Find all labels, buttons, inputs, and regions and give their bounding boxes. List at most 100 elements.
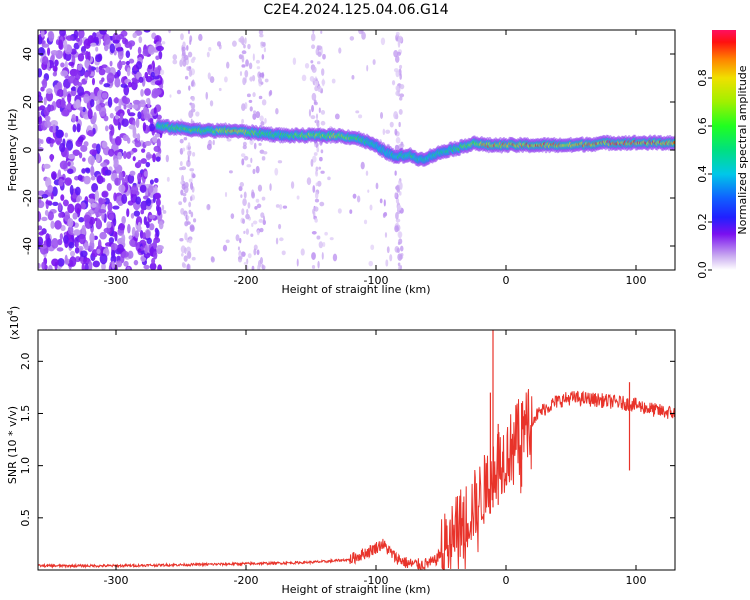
spectrogram-faint-cell (243, 191, 247, 199)
spectrogram-noise-cell (38, 231, 45, 236)
spectrogram-faint-cell (329, 237, 334, 241)
spectrogram-faint-cell (397, 35, 403, 43)
spectrogram-noise-cell (76, 64, 83, 71)
spectrogram-faint-cell (252, 53, 255, 61)
spectrogram-noise-cell (115, 47, 124, 52)
spectrogram-noise-cell (69, 184, 74, 196)
spectrogram-noise-cell (150, 71, 155, 78)
spectrogram-faint-cell (395, 197, 400, 204)
spectrogram-faint-cell (314, 218, 318, 223)
spectrogram-faint-cell (184, 247, 187, 254)
spectrogram-faint-cell (191, 79, 195, 87)
spectrogram-faint-cell (238, 185, 243, 192)
spectrogram-noise-cell (99, 231, 107, 240)
spectrogram-faint-cell (256, 249, 260, 256)
spectrogram-faint-cell (181, 57, 185, 61)
spectrogram-faint-cell (395, 137, 401, 144)
spectrogram-faint-cell (398, 180, 401, 185)
spectrogram-noise-cell (107, 148, 115, 157)
spectrogram-faint-cell (253, 142, 257, 150)
spectrogram-faint-cell (315, 113, 319, 120)
spectrogram-noise-cell (83, 242, 89, 251)
spectrogram-faint-cell (358, 114, 363, 119)
spectrogram-noise-cell (72, 124, 77, 133)
spectrogram-faint-cell (235, 234, 240, 242)
spectrogram-noise-cell (117, 49, 124, 60)
spectrogram-faint-cell (262, 41, 266, 48)
spectrogram-noise-cell (64, 132, 69, 138)
spectrogram-faint-cell (230, 213, 235, 219)
spectrogram-noise-cell (54, 59, 59, 67)
spectrogram-faint-cell (275, 204, 280, 208)
spectrogram-faint-cell (210, 256, 215, 263)
snr-scale-prefix: (x10 (8, 315, 21, 340)
spectrogram-noise-cell (62, 235, 69, 244)
spectrogram-faint-cell (186, 263, 190, 270)
spectrogram-noise-cell (76, 197, 81, 203)
spectrogram-noise-cell (145, 229, 151, 239)
spectrogram-noise-cell (88, 260, 93, 270)
spectrogram-noise-cell (154, 192, 162, 200)
spectrogram-noise-cell (140, 200, 148, 211)
spectrogram-faint-cell (247, 43, 251, 50)
spectrogram-noise-cell (96, 143, 101, 155)
spectrogram-noise-cell (50, 171, 57, 180)
spectrogram-noise-cell (128, 58, 135, 64)
spectrogram-faint-cell (228, 170, 233, 174)
spectrogram-faint-cell (313, 152, 318, 156)
spectrogram-faint-cell (259, 115, 264, 122)
spectrogram-faint-cell (310, 33, 316, 42)
spectrogram-faint-cell (398, 191, 402, 196)
spectrogram-faint-cell (320, 30, 323, 34)
spectrogram-faint-cell (308, 108, 312, 117)
spectrogram-faint-cell (279, 204, 283, 210)
spectrogram-noise-cell (138, 36, 143, 44)
spectrogram-noise-cell (126, 103, 134, 109)
spectrogram-faint-cell (261, 264, 264, 269)
spectrogram-noise-cell (72, 149, 80, 156)
spectrogram-noise-cell (101, 191, 108, 198)
spectrogram-faint-cell (237, 246, 240, 251)
spectrogram-faint-cell (399, 265, 403, 270)
spectrogram-faint-cell (261, 196, 266, 201)
spectrogram-noise-cell (117, 200, 123, 207)
snr-y-tick-label: 2.0 (19, 353, 32, 371)
spectrogram-faint-cell (282, 205, 288, 209)
spectrogram-faint-cell (252, 168, 256, 175)
spectrogram-noise-cell (153, 185, 158, 194)
spectrogram-noise-cell (110, 243, 118, 251)
spectrogram-noise-cell (41, 43, 50, 48)
spectrogram-faint-cell (395, 70, 400, 78)
spectrogram-faint-cell (251, 222, 254, 228)
spectrogram-noise-cell (83, 93, 90, 104)
spectrogram-noise-cell (60, 194, 65, 201)
spectrogram-noise-cell (104, 169, 112, 176)
spectrogram-faint-cell (205, 91, 209, 100)
spectrogram-noise-cell (56, 247, 64, 252)
spectrogram-faint-cell (258, 95, 263, 100)
spectrogram-noise-cell (126, 151, 132, 159)
spectrogram-noise-cell (88, 92, 96, 103)
spectrogram-noise-cell (57, 238, 63, 246)
spectrogram-noise-cell (67, 161, 71, 167)
spectrogram-noise-cell (116, 260, 123, 268)
spectrogram-noise-cell (106, 182, 112, 192)
colorbar-tick-label: 0.0 (696, 261, 709, 279)
spectrogram-noise-cell (69, 250, 76, 257)
spectrogram-noise-cell (136, 133, 141, 141)
spectrogram-noise-cell (140, 158, 147, 164)
spectrogram-faint-cell (243, 261, 248, 265)
spectrogram-noise-cell (137, 159, 142, 166)
spectrogram-noise-cell (59, 142, 66, 153)
spectrogram-noise-cell (67, 225, 74, 235)
spectrogram-noise-cell (153, 106, 157, 114)
spectrogram-faint-cell (169, 94, 172, 98)
spectrogram-faint-cell (311, 92, 317, 101)
spectrogram-faint-cell (277, 160, 283, 164)
spectrogram-faint-cell (184, 75, 189, 80)
spectrogram-faint-cell (315, 171, 319, 177)
spectrogram-noise-cell (154, 133, 161, 138)
spectrogram-noise-cell (40, 30, 45, 38)
spectrogram-faint-cell (356, 195, 361, 203)
spectrogram-faint-cell (260, 212, 265, 218)
